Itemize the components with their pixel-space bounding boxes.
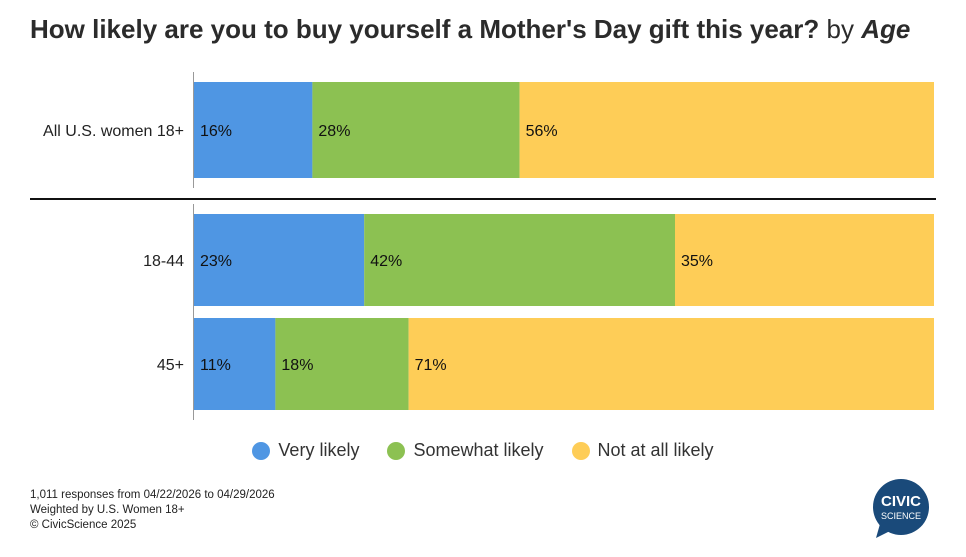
logo-text-civic: CIVIC (881, 493, 921, 510)
category-label-1: All U.S. women 18+ (43, 123, 184, 140)
logo-circle (873, 479, 929, 535)
bar-segment-1-2 (312, 82, 520, 178)
category-label-3: 45+ (157, 357, 184, 374)
footnote-weighting: Weighted by U.S. Women 18+ (30, 504, 185, 516)
legend-swatch-1 (252, 441, 271, 460)
data-label-2-3: 35% (681, 253, 713, 270)
bar-segment-1-3 (519, 82, 934, 178)
legend-label-2: Somewhat likely (413, 440, 544, 460)
bar-segment-3-1 (194, 318, 276, 410)
legend-label-1: Very likely (278, 440, 360, 460)
data-label-1-1: 16% (200, 123, 232, 140)
bar-segment-3-3 (408, 318, 935, 410)
legend-swatch-3 (571, 441, 590, 460)
logo-tail (876, 524, 892, 538)
data-label-1-2: 28% (318, 123, 350, 140)
title-by: by (826, 14, 854, 44)
legend-item-3: Not at all likely (571, 440, 714, 461)
data-label-3-3: 71% (415, 357, 447, 374)
stacked-bar-chart: 16% 28% 56% All U.S. women 18+ 23% 42% 35% 18-4… (30, 72, 936, 420)
footnote-copyright: © CivicScience 2025 (30, 519, 137, 531)
bar-segment-3-2 (275, 318, 409, 410)
bar-segment-1-1 (194, 82, 313, 178)
data-label-1-3: 56% (526, 123, 558, 140)
title-dimension: Age (861, 14, 911, 44)
legend-label-3: Not at all likely (597, 440, 714, 460)
chart-title: How likely are you to buy yourself a Mot… (30, 14, 910, 45)
footnote-responses: 1,011 responses from 04/22/2026 to 04/29… (30, 489, 275, 501)
category-label-2: 18-44 (143, 253, 184, 270)
civicscience-logo: CIVIC SCIENCE (873, 479, 929, 538)
data-label-2-2: 42% (370, 253, 402, 270)
logo-text-science: SCIENCE (881, 511, 921, 521)
data-label-3-2: 18% (281, 357, 313, 374)
legend-swatch-2 (387, 441, 406, 460)
legend-item-1: Very likely (252, 440, 359, 461)
legend-item-2: Somewhat likely (387, 440, 544, 461)
bar-segment-2-1 (194, 214, 365, 306)
bar-segment-2-2 (364, 214, 675, 306)
footnotes: 1,011 responses from 04/22/2026 to 04/29… (30, 488, 275, 533)
title-main: How likely are you to buy yourself a Mot… (30, 14, 820, 44)
bar-segment-2-3 (675, 214, 934, 306)
data-label-3-1: 11% (200, 357, 231, 374)
chart-legend: Very likely Somewhat likely Not at all lik… (0, 440, 966, 461)
data-label-2-1: 23% (200, 253, 232, 270)
